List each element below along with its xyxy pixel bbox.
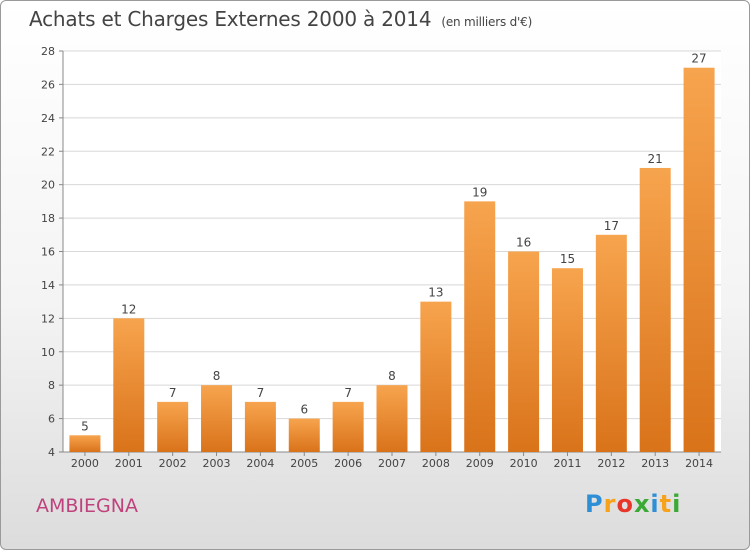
y-tick-label: 20 <box>41 179 55 192</box>
bar <box>551 268 583 452</box>
brand-letter: o <box>616 490 634 518</box>
y-tick-label: 24 <box>41 112 55 125</box>
brand-letter: x <box>633 490 651 518</box>
x-tick-label: 2006 <box>334 457 362 470</box>
x-tick-label: 2014 <box>685 457 713 470</box>
data-label: 19 <box>472 185 487 199</box>
bar <box>332 401 364 452</box>
y-tick-label: 10 <box>41 346 55 359</box>
bar <box>464 201 496 452</box>
x-tick-label: 2011 <box>553 457 581 470</box>
y-tick-label: 26 <box>41 78 55 91</box>
data-label: 6 <box>300 403 308 417</box>
commune-name: AMBIEGNA <box>36 495 138 517</box>
bar <box>595 234 627 452</box>
x-tick-label: 2007 <box>378 457 406 470</box>
bar <box>113 318 145 452</box>
bar <box>288 418 320 452</box>
data-label: 13 <box>428 286 443 300</box>
data-label: 27 <box>691 52 706 66</box>
x-tick-label: 2000 <box>71 457 99 470</box>
y-tick-label: 6 <box>48 413 55 426</box>
data-label: 15 <box>560 252 575 266</box>
data-label: 7 <box>169 386 177 400</box>
proxiti-logo: Proxiti <box>585 490 681 518</box>
chart-title-row: Achats et Charges Externes 2000 à 2014 (e… <box>29 7 532 31</box>
data-label: 7 <box>344 386 352 400</box>
brand-letter: i <box>672 490 682 518</box>
y-tick-label: 28 <box>41 45 55 58</box>
y-tick-label: 22 <box>41 145 55 158</box>
bar <box>508 251 540 452</box>
bar <box>201 385 233 452</box>
bar <box>639 167 671 453</box>
data-label: 5 <box>81 419 89 433</box>
chart-subtitle: (en milliers d'€) <box>441 15 533 29</box>
x-tick-label: 2002 <box>159 457 187 470</box>
chart-title: Achats et Charges Externes 2000 à 2014 <box>29 7 432 31</box>
y-tick-label: 4 <box>48 446 55 459</box>
bar <box>69 435 101 452</box>
y-tick-label: 18 <box>41 212 55 225</box>
bar <box>683 67 715 452</box>
data-label: 21 <box>648 152 663 166</box>
data-label: 7 <box>257 386 265 400</box>
data-label: 8 <box>388 369 396 383</box>
brand-letter: i <box>650 490 660 518</box>
brand-letter: P <box>585 490 604 518</box>
data-label: 17 <box>604 219 619 233</box>
y-tick-label: 8 <box>48 379 55 392</box>
bar <box>376 385 408 452</box>
brand-letter: t <box>659 490 673 518</box>
x-tick-label: 2013 <box>641 457 669 470</box>
x-tick-label: 2012 <box>597 457 625 470</box>
x-tick-label: 2009 <box>466 457 494 470</box>
data-label: 12 <box>121 302 136 316</box>
x-tick-label: 2004 <box>246 457 274 470</box>
x-tick-label: 2008 <box>422 457 450 470</box>
y-tick-label: 14 <box>41 279 55 292</box>
y-tick-label: 12 <box>41 312 55 325</box>
x-tick-label: 2010 <box>510 457 538 470</box>
data-label: 16 <box>516 236 531 250</box>
data-label: 8 <box>213 369 221 383</box>
x-tick-label: 2005 <box>290 457 318 470</box>
y-tick-label: 16 <box>41 246 55 259</box>
bar <box>244 401 276 452</box>
bar <box>420 301 452 452</box>
brand-letter: r <box>603 490 617 518</box>
x-tick-label: 2003 <box>203 457 231 470</box>
x-tick-label: 2001 <box>115 457 143 470</box>
bar <box>157 401 189 452</box>
